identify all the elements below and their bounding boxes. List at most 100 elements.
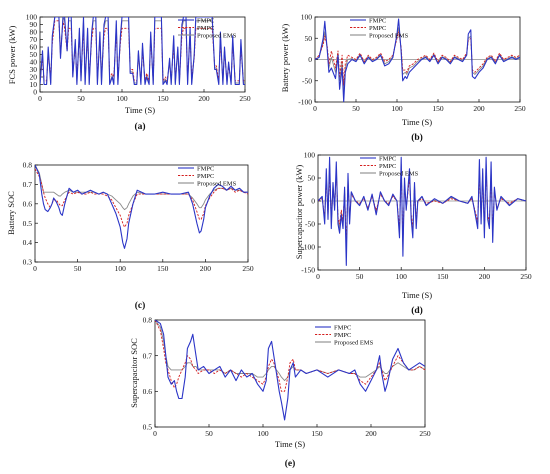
legend-label: FMPC [197,17,214,24]
legend-label: Proposed EMS [379,170,419,177]
legend-label: PMPC [197,25,214,32]
y-axis-label: Battery SOC [6,191,16,235]
y-tick-label: 0 [33,88,37,97]
x-tick-label: 250 [520,272,532,281]
legend-label: FMPC [369,17,386,24]
panel-label: (b) [411,132,423,143]
legend-label: Proposed EMS [334,339,374,346]
y-tick-label: 90 [30,20,38,29]
x-tick-label: 50 [74,264,82,273]
y-tick-label: 50 [305,34,313,43]
pmpc-line [155,320,425,392]
legend-label: Proposed EMS [197,180,237,187]
y-tick-label: 0 [311,197,315,206]
legend-label: FMPC [379,155,396,162]
plot-frame [34,164,249,263]
y-tick-label: 30 [30,65,38,74]
x-tick-label: 0 [38,94,42,103]
x-tick-label: 0 [33,264,37,273]
y-tick-label: 40 [30,58,38,67]
fmpc-line [155,320,425,421]
y-tick-label: 0.6 [23,199,33,208]
y-axis-label: Supercapacitor SOC [129,338,139,408]
legend-label: FMPC [334,324,351,331]
y-tick-label: -50 [305,220,315,229]
x-tick-label: 100 [116,94,128,103]
x-tick-label: 50 [352,104,360,113]
fmpc-line [40,17,245,86]
legend-label: Proposed EMS [369,32,409,39]
x-tick-label: 250 [419,429,431,438]
pmpc-line [315,31,520,86]
pmpc-line [35,168,248,228]
plot-frame [317,154,527,271]
y-tick-label: 50 [30,50,38,59]
legend-label: FMPC [197,165,214,172]
x-tick-label: 50 [356,272,364,281]
y-axis-label: Supercapacitor power (kW) [294,165,304,260]
legend-label: PMPC [369,25,386,32]
series-group [315,18,520,102]
y-tick-label: 100 [304,151,316,160]
y-tick-label: 100 [26,13,38,22]
legend-label: PMPC [197,173,214,180]
x-axis-label: Time (S) [275,439,305,449]
x-tick-label: 150 [311,429,323,438]
x-tick-label: 200 [198,94,210,103]
y-axis-label: Battery power (kW) [280,24,290,93]
y-tick-label: 0.7 [143,351,153,360]
panel-label: (a) [134,121,145,132]
y-tick-label: -150 [301,266,315,275]
y-tick-label: 0.7 [23,180,33,189]
x-tick-label: 100 [257,429,269,438]
x-axis-label: Time (S) [125,105,155,115]
y-tick-label: 0.4 [23,238,33,247]
x-tick-label: 150 [157,264,169,273]
y-tick-label: 0 [308,55,312,64]
x-tick-label: 250 [514,104,526,113]
series-group [35,165,248,249]
chart-panel-e: 0 50 100 150 200 250 0.5 0.6 0.7 0.8 FMPCPMPCPropo… [129,316,431,469]
y-tick-label: -100 [298,98,312,107]
y-tick-label: 0.8 [143,316,153,325]
y-tick-label: 100 [301,13,313,22]
proposed-ems-line [35,165,248,211]
x-tick-label: 100 [396,272,408,281]
x-tick-label: 50 [77,94,85,103]
x-tick-label: 0 [313,104,317,113]
x-tick-label: 200 [200,264,212,273]
x-tick-label: 150 [432,104,444,113]
series-group [155,320,425,421]
chart-panel-b: 0 50 100 150 200 250 -100 -50 0 50 100 FMPCPMPCProp… [280,13,526,143]
legend-label: PMPC [334,332,351,339]
fmpc-line [35,165,248,249]
legend-label: Proposed EMS [197,32,237,39]
x-tick-label: 250 [242,264,254,273]
x-tick-label: 100 [115,264,127,273]
y-tick-label: 0.6 [143,387,153,396]
y-tick-label: 0.5 [143,423,153,432]
x-tick-label: 200 [365,429,377,438]
y-tick-label: 10 [30,80,38,89]
plot-frame [154,319,426,428]
panel-label: (e) [285,458,296,469]
y-tick-label: 0.3 [23,258,33,267]
series-group [40,17,245,86]
panel-label: (c) [135,300,146,311]
x-axis-label: Time (S) [402,117,432,127]
y-tick-label: 20 [30,73,38,82]
y-tick-label: 70 [30,35,38,44]
x-tick-label: 200 [473,104,485,113]
x-tick-label: 150 [157,94,169,103]
x-tick-label: 0 [153,429,157,438]
x-tick-label: 200 [479,272,491,281]
fmpc-line [315,18,520,102]
y-tick-label: 60 [30,43,38,52]
